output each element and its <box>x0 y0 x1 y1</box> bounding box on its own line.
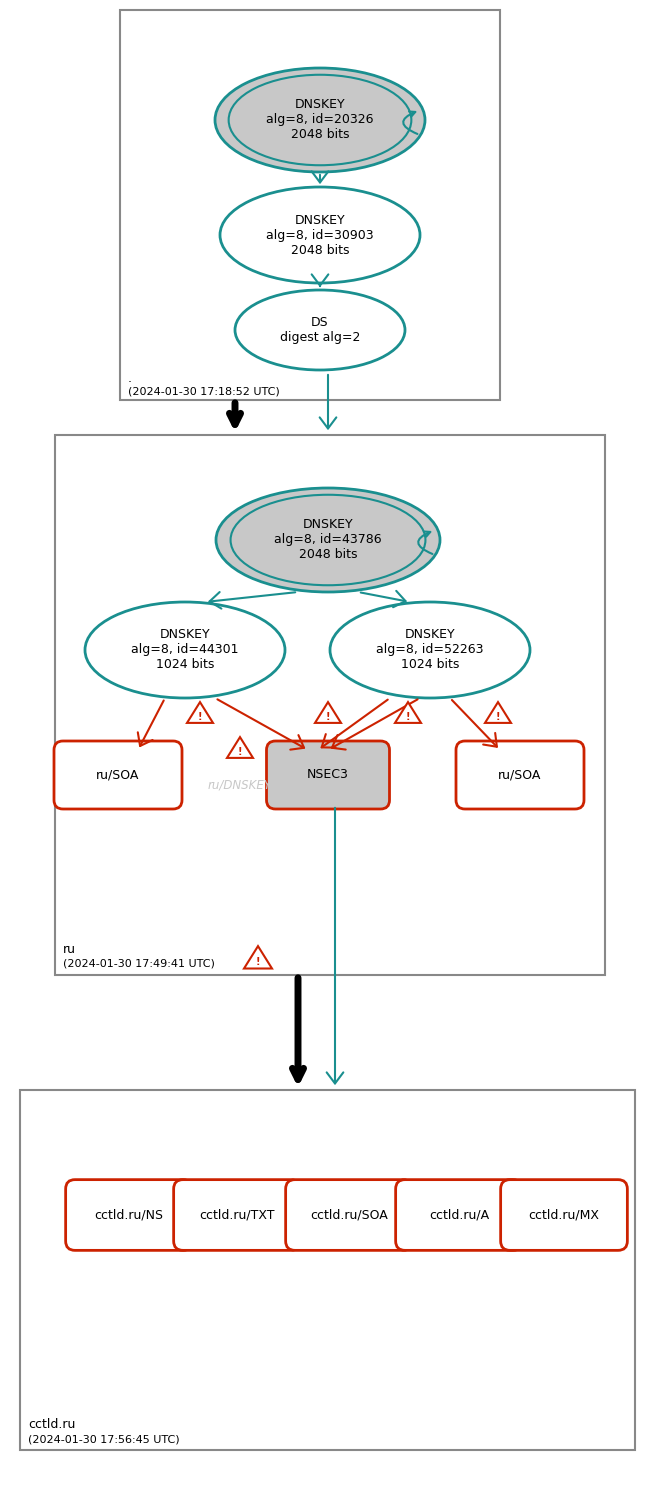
Text: ru: ru <box>63 943 76 956</box>
Polygon shape <box>485 702 511 723</box>
Bar <box>55 435 605 976</box>
Text: !: ! <box>256 956 260 967</box>
Text: DS
digest alg=2: DS digest alg=2 <box>280 316 360 345</box>
Text: cctld.ru/NS: cctld.ru/NS <box>95 1209 164 1222</box>
Ellipse shape <box>216 489 440 593</box>
Text: .: . <box>128 373 132 385</box>
FancyBboxPatch shape <box>267 741 390 809</box>
Polygon shape <box>315 702 341 723</box>
Text: ru/DNSKEY: ru/DNSKEY <box>208 778 272 792</box>
Polygon shape <box>187 702 213 723</box>
Ellipse shape <box>231 495 426 585</box>
FancyBboxPatch shape <box>286 1179 413 1250</box>
Text: cctld.ru: cctld.ru <box>28 1418 76 1432</box>
FancyBboxPatch shape <box>456 741 584 809</box>
Polygon shape <box>244 946 272 968</box>
Text: DNSKEY
alg=8, id=43786
2048 bits: DNSKEY alg=8, id=43786 2048 bits <box>274 518 382 561</box>
Ellipse shape <box>215 68 425 172</box>
Bar <box>20 1090 635 1449</box>
Text: !: ! <box>198 711 202 722</box>
Ellipse shape <box>330 601 530 698</box>
Ellipse shape <box>220 187 420 284</box>
Text: (2024-01-30 17:56:45 UTC): (2024-01-30 17:56:45 UTC) <box>28 1435 179 1443</box>
Text: ru/SOA: ru/SOA <box>498 769 541 781</box>
Text: !: ! <box>326 711 330 722</box>
Text: ru/SOA: ru/SOA <box>97 769 140 781</box>
Text: !: ! <box>238 747 242 757</box>
Text: cctld.ru/SOA: cctld.ru/SOA <box>310 1209 388 1222</box>
FancyBboxPatch shape <box>173 1179 300 1250</box>
Text: cctld.ru/TXT: cctld.ru/TXT <box>199 1209 275 1222</box>
Ellipse shape <box>85 601 285 698</box>
FancyBboxPatch shape <box>396 1179 522 1250</box>
Text: DNSKEY
alg=8, id=20326
2048 bits: DNSKEY alg=8, id=20326 2048 bits <box>266 98 374 141</box>
Text: (2024-01-30 17:18:52 UTC): (2024-01-30 17:18:52 UTC) <box>128 388 280 396</box>
Ellipse shape <box>229 74 411 165</box>
Text: !: ! <box>496 711 500 722</box>
Ellipse shape <box>235 290 405 370</box>
Text: NSEC3: NSEC3 <box>307 769 349 781</box>
Polygon shape <box>227 737 253 757</box>
Text: DNSKEY
alg=8, id=30903
2048 bits: DNSKEY alg=8, id=30903 2048 bits <box>266 214 374 257</box>
Polygon shape <box>395 702 421 723</box>
Text: cctld.ru/MX: cctld.ru/MX <box>528 1209 599 1222</box>
Bar <box>120 10 500 399</box>
Text: (2024-01-30 17:49:41 UTC): (2024-01-30 17:49:41 UTC) <box>63 959 215 970</box>
FancyBboxPatch shape <box>66 1179 193 1250</box>
Text: !: ! <box>406 711 410 722</box>
Text: DNSKEY
alg=8, id=44301
1024 bits: DNSKEY alg=8, id=44301 1024 bits <box>131 628 238 671</box>
FancyBboxPatch shape <box>501 1179 627 1250</box>
FancyBboxPatch shape <box>54 741 182 809</box>
Text: DNSKEY
alg=8, id=52263
1024 bits: DNSKEY alg=8, id=52263 1024 bits <box>376 628 484 671</box>
Text: cctld.ru/A: cctld.ru/A <box>429 1209 489 1222</box>
